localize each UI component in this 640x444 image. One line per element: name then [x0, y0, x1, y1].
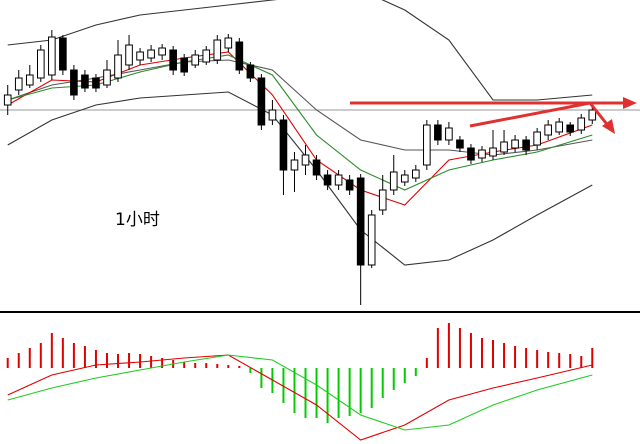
candle-body — [257, 77, 266, 126]
candle-body — [70, 69, 78, 96]
candle-body — [158, 47, 166, 56]
candle-body — [3, 94, 12, 106]
line — [7, 91, 593, 266]
candle-body — [323, 174, 332, 186]
candle-body — [555, 121, 563, 133]
arrow-head — [602, 119, 615, 134]
candle-body — [489, 147, 497, 157]
candle-body — [103, 69, 111, 86]
line — [7, 0, 593, 101]
candle-body — [312, 159, 321, 176]
candle-body — [356, 177, 365, 266]
candle-body — [367, 214, 376, 266]
candle-body — [400, 174, 409, 183]
candle-body — [456, 139, 464, 149]
candle-body — [544, 124, 552, 136]
candle-body — [37, 49, 45, 79]
candle-body — [25, 74, 34, 86]
candle-body — [125, 44, 133, 66]
candle-body — [290, 159, 299, 171]
candle-body — [412, 169, 420, 179]
candle-body — [224, 37, 233, 49]
arrows — [350, 97, 637, 134]
price-pane — [0, 0, 640, 305]
candle-body — [59, 37, 67, 71]
candle-body — [268, 109, 277, 121]
candle-body — [169, 49, 177, 71]
candle-body — [136, 51, 144, 61]
candle-body — [566, 124, 575, 133]
candle-body — [445, 127, 453, 141]
candle-body — [478, 149, 486, 159]
candle-body — [235, 41, 244, 71]
line — [7, 354, 593, 441]
candle-body — [511, 139, 519, 149]
macd-pane — [6, 323, 594, 441]
candle-body — [213, 39, 222, 61]
candle-body — [423, 124, 431, 166]
candle-body — [147, 49, 155, 59]
candle-body — [48, 36, 56, 76]
candle-body — [345, 179, 354, 191]
candle-body — [81, 74, 89, 89]
arrow-head — [623, 97, 637, 109]
candle-body — [378, 189, 387, 211]
candle-body — [14, 77, 23, 91]
candle-body — [389, 171, 398, 191]
candle-body — [202, 49, 211, 63]
candle-body — [577, 117, 586, 131]
candle-body — [334, 174, 343, 186]
candle-body — [533, 131, 541, 146]
arrow-line — [469, 101, 591, 128]
candle-body — [279, 119, 288, 171]
candle-body — [180, 57, 189, 73]
candle-body — [246, 64, 255, 79]
annotation: 1小时 — [115, 210, 160, 230]
candle-body — [191, 54, 200, 66]
candle-body — [114, 54, 122, 79]
candle-body — [522, 139, 530, 151]
candle-body — [467, 147, 475, 161]
line — [7, 354, 593, 431]
candle-body — [92, 77, 100, 89]
candle-body — [301, 154, 310, 166]
candle-body — [434, 124, 442, 141]
candle-body — [500, 141, 508, 153]
candle-body — [588, 109, 597, 121]
